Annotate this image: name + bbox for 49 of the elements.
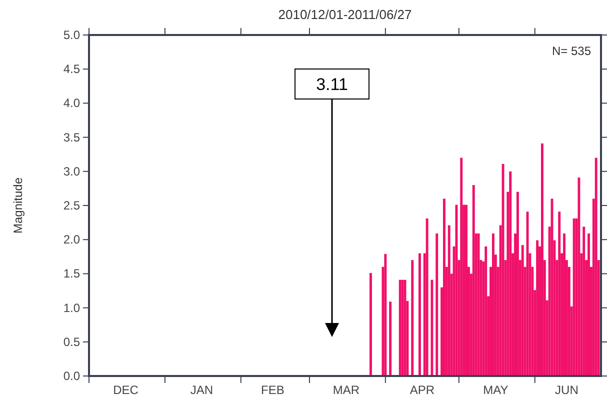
y-tick-label: 5.0 [63, 28, 80, 42]
bar [509, 171, 512, 376]
bar [418, 253, 421, 376]
y-tick-label: 4.0 [63, 96, 80, 110]
y-axis-title: Magnitude [11, 177, 25, 234]
chart-title: 2010/12/01-2011/06/27 [278, 7, 412, 22]
y-tick-label: 0.5 [63, 334, 80, 349]
y-tick-label: 2.5 [63, 198, 80, 212]
x-tick-label: JUN [555, 383, 578, 397]
y-tick-label: 4.5 [63, 62, 80, 76]
y-tick-label: 1.5 [63, 266, 80, 281]
bar [370, 273, 372, 376]
bar [398, 280, 402, 376]
bar [401, 280, 404, 376]
bar [426, 218, 428, 376]
bar [540, 143, 544, 376]
x-tick-label: FEB [261, 383, 284, 397]
bar [389, 302, 392, 376]
bar [572, 218, 576, 376]
bar [436, 233, 438, 376]
bar [484, 246, 488, 376]
y-tick-label: 3.5 [63, 130, 80, 144]
annotation: N= 535 [552, 44, 592, 58]
bar [521, 245, 524, 376]
y-tick-label: 0.0 [63, 369, 80, 383]
bar [455, 204, 458, 376]
bar [442, 198, 446, 376]
bar [578, 178, 580, 376]
bar [465, 204, 468, 376]
bar [472, 185, 475, 376]
y-tick-label: 2.0 [63, 232, 80, 247]
bar [430, 280, 434, 376]
bar [536, 240, 539, 376]
annotation: 3.11 [316, 75, 348, 94]
x-tick-label: MAY [483, 383, 508, 397]
x-tick-label: JAN [190, 383, 214, 397]
x-tick-label: APR [410, 383, 435, 397]
y-tick-label: 3.0 [63, 164, 80, 178]
bar [516, 192, 519, 376]
bar [594, 158, 598, 376]
x-tick-label: MAR [332, 383, 360, 397]
bar [460, 158, 463, 376]
bar [558, 212, 561, 376]
bar [582, 226, 586, 376]
x-tick-label: DEC [113, 383, 139, 397]
bar [448, 225, 450, 376]
bar [384, 254, 387, 376]
bar [411, 260, 414, 376]
y-tick-label: 1.0 [63, 300, 80, 315]
